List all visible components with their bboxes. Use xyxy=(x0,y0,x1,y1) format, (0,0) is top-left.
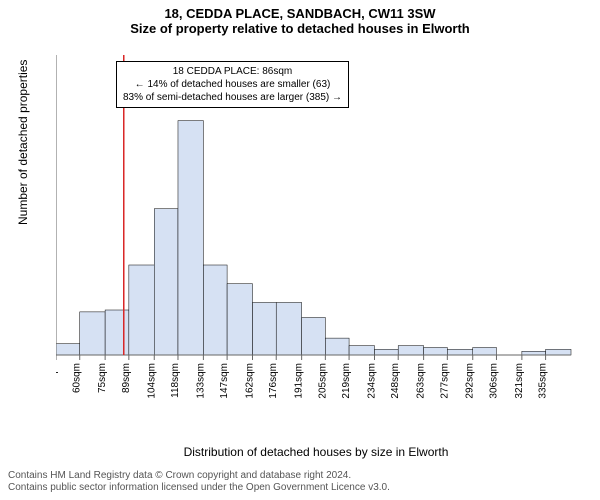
histogram-bar xyxy=(447,349,472,355)
xtick-label: 147sqm xyxy=(219,363,230,399)
histogram-bar xyxy=(154,209,178,355)
histogram-bar xyxy=(424,348,448,356)
histogram-bar xyxy=(253,303,277,356)
xtick-label: 176sqm xyxy=(268,363,279,399)
xtick-label: 191sqm xyxy=(294,363,305,399)
histogram-bar xyxy=(178,121,203,355)
histogram-bar xyxy=(80,312,105,355)
histogram-bar xyxy=(56,344,80,355)
xtick-label: 118sqm xyxy=(170,363,181,398)
annotation-line-2: ← 14% of detached houses are smaller (63… xyxy=(123,78,342,91)
xtick-label: 234sqm xyxy=(366,363,377,399)
title-block: 18, CEDDA PLACE, SANDBACH, CW11 3SW Size… xyxy=(0,0,600,36)
histogram-bar xyxy=(276,303,301,356)
histogram-bar xyxy=(546,349,571,355)
histogram-bar xyxy=(325,338,349,355)
title-line-2: Size of property relative to detached ho… xyxy=(0,21,600,36)
histogram-bar xyxy=(203,265,227,355)
footer-attribution: Contains HM Land Registry data © Crown c… xyxy=(8,470,390,494)
xtick-label: 277sqm xyxy=(439,363,450,399)
xtick-label: 104sqm xyxy=(146,363,157,399)
xtick-label: 60sqm xyxy=(72,363,83,393)
x-axis-label: Distribution of detached houses by size … xyxy=(56,445,576,459)
xtick-label: 306sqm xyxy=(488,363,499,399)
histogram-bar xyxy=(227,284,252,355)
xtick-label: 75sqm xyxy=(97,363,108,393)
chart-container: 18, CEDDA PLACE, SANDBACH, CW11 3SW Size… xyxy=(0,0,600,500)
annotation-box: 18 CEDDA PLACE: 86sqm ← 14% of detached … xyxy=(116,61,349,108)
xtick-label: 46sqm xyxy=(56,363,59,393)
y-axis-label: Number of detached properties xyxy=(16,60,30,225)
histogram-bar xyxy=(129,265,154,355)
xtick-label: 89sqm xyxy=(121,363,132,393)
xtick-label: 133sqm xyxy=(195,363,206,399)
xtick-label: 335sqm xyxy=(538,363,549,399)
histogram-bar xyxy=(349,346,374,355)
xtick-label: 162sqm xyxy=(245,363,256,399)
annotation-line-1: 18 CEDDA PLACE: 86sqm xyxy=(123,65,342,78)
footer-line-1: Contains HM Land Registry data © Crown c… xyxy=(8,470,390,482)
annotation-line-3: 83% of semi-detached houses are larger (… xyxy=(123,91,342,104)
title-line-1: 18, CEDDA PLACE, SANDBACH, CW11 3SW xyxy=(0,6,600,21)
xtick-label: 248sqm xyxy=(390,363,401,399)
xtick-label: 219sqm xyxy=(341,363,352,399)
xtick-label: 205sqm xyxy=(317,363,328,399)
histogram-bar xyxy=(473,348,497,356)
chart-area: 02040608010012014016046sqm60sqm75sqm89sq… xyxy=(56,45,576,405)
footer-line-2: Contains public sector information licen… xyxy=(8,482,390,494)
xtick-label: 321sqm xyxy=(514,363,525,399)
histogram-bar xyxy=(398,346,423,355)
histogram-bar xyxy=(105,310,129,355)
histogram-bar xyxy=(302,318,326,356)
histogram-bar xyxy=(522,351,546,355)
histogram-bar xyxy=(374,349,398,355)
xtick-label: 263sqm xyxy=(416,363,427,399)
xtick-label: 292sqm xyxy=(465,363,476,399)
